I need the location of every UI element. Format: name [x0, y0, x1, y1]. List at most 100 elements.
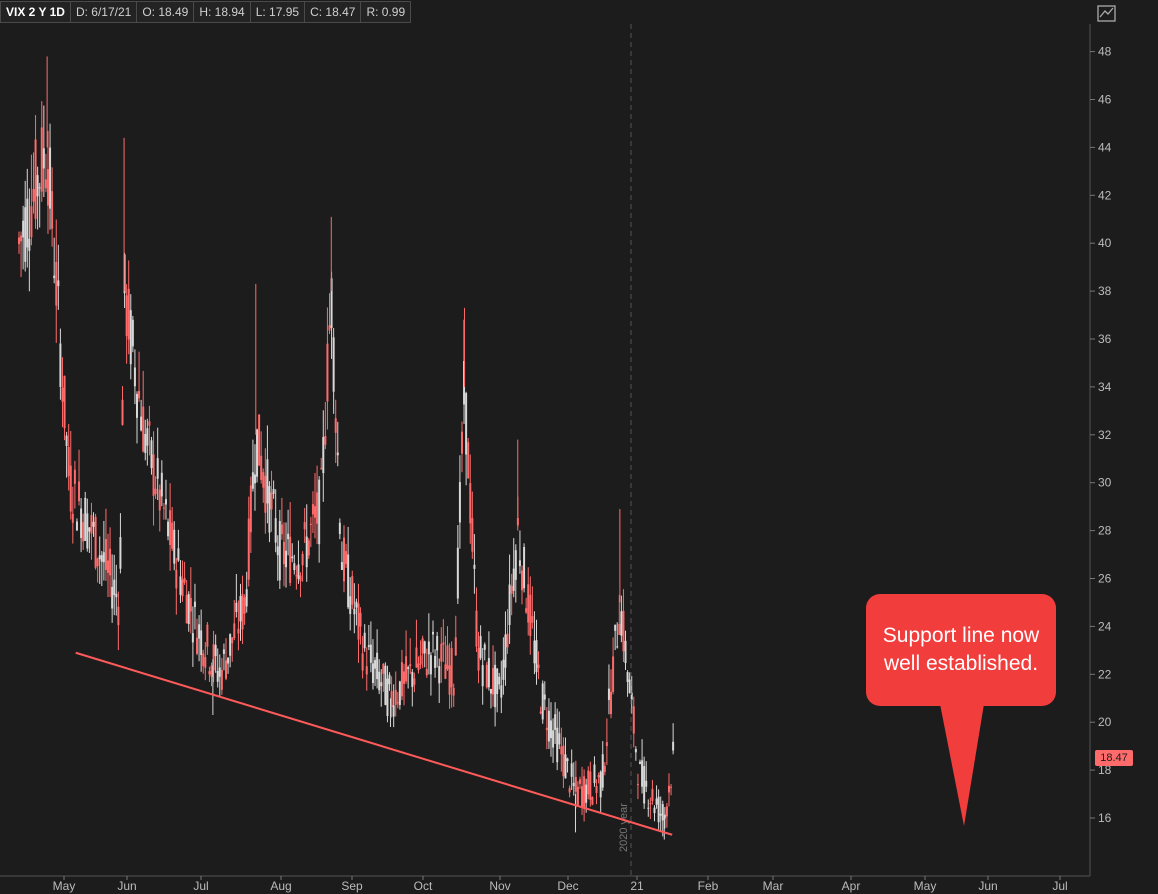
symbol-label[interactable]: VIX 2 Y 1D [0, 1, 71, 23]
candle-body [636, 783, 639, 785]
candle-body [670, 786, 673, 788]
candle-body [320, 467, 323, 469]
candle-body [545, 727, 548, 731]
support-trend-line [75, 651, 673, 836]
candle-body [152, 454, 155, 496]
candle-body [665, 806, 668, 817]
candle-body [448, 665, 451, 695]
candle-body [568, 788, 571, 793]
candle-body [655, 798, 658, 805]
chart-settings-button[interactable] [1095, 2, 1119, 24]
y-tick-label: 40 [1098, 236, 1112, 250]
x-tick-label: May [914, 879, 937, 893]
y-tick-label: 42 [1098, 188, 1112, 202]
candle-body [632, 706, 635, 734]
candle-body [82, 522, 85, 542]
candle-body [626, 672, 629, 682]
candle-body [599, 771, 602, 798]
candle-body [593, 764, 596, 784]
candle-body [316, 492, 319, 524]
candle-body [94, 516, 97, 568]
candle-body [100, 555, 103, 562]
candle-body [264, 475, 267, 513]
candle-body [581, 786, 584, 808]
candle-body [508, 584, 511, 625]
date-readout: D: 6/17/21 [70, 1, 138, 23]
candle-body [268, 486, 271, 533]
candle-body [576, 786, 579, 805]
candle-body [371, 663, 374, 684]
candle-body [229, 634, 232, 656]
candle-body [622, 610, 625, 652]
candle-body [119, 537, 122, 569]
candle-body [651, 788, 654, 801]
candle-body [167, 521, 170, 537]
candle-body [603, 765, 606, 772]
y-tick-label: 22 [1098, 667, 1112, 681]
x-tick-label: Oct [414, 879, 433, 893]
candle-body [556, 727, 559, 763]
candle-body [510, 585, 513, 594]
candle-body [514, 550, 517, 580]
x-tick-label: Feb [698, 879, 719, 893]
candle-body [661, 804, 664, 821]
candle-body [502, 659, 505, 680]
candle-body [272, 488, 275, 494]
candle-body [527, 584, 530, 623]
y-tick-label: 26 [1098, 572, 1112, 586]
last-price-tag: 18.47 [1095, 750, 1133, 766]
candle-body [595, 785, 598, 793]
candle-body [403, 671, 406, 684]
candle-body [262, 472, 265, 488]
candle-body [469, 483, 472, 524]
candle-body [160, 472, 163, 497]
range-readout: R: 0.99 [361, 1, 412, 23]
candle-body [388, 674, 391, 685]
candle-body [357, 603, 360, 640]
candle-body [400, 662, 403, 697]
candle-body [667, 785, 670, 793]
candle-body [75, 521, 78, 531]
candle-body [206, 624, 209, 647]
candle-body [311, 504, 314, 515]
candle-body [471, 518, 474, 552]
candle-body [40, 127, 43, 192]
candle-body [146, 428, 149, 446]
candle-body [20, 235, 23, 242]
candle-body [98, 555, 101, 560]
candle-body [663, 814, 666, 819]
candle-body [384, 665, 387, 705]
candle-body [326, 343, 329, 402]
y-tick-label: 32 [1098, 428, 1112, 442]
candle-body [531, 616, 534, 623]
candle-body [529, 594, 532, 637]
candle-body [359, 612, 362, 627]
candle-body [483, 644, 486, 650]
candle-body [583, 776, 586, 809]
candle-body [71, 513, 74, 523]
x-tick-label: Dec [557, 879, 578, 893]
candle-body [624, 640, 627, 664]
candle-body [301, 553, 304, 566]
candle-body [63, 375, 66, 429]
candle-body [129, 310, 132, 365]
candle-body [506, 633, 509, 648]
x-tick-label: 21 [630, 879, 644, 893]
candle-body [347, 554, 350, 608]
candle-body [446, 645, 449, 670]
candle-body [421, 638, 424, 654]
year-marker-label: 2020 year [618, 803, 630, 852]
candle-body [309, 523, 312, 525]
candle-body [307, 540, 310, 556]
candle-body [487, 658, 490, 688]
candle-body [115, 593, 118, 598]
candle-body [345, 551, 348, 565]
candle-body [287, 533, 290, 540]
y-tick-label: 24 [1098, 619, 1112, 633]
x-tick-label: May [53, 879, 76, 893]
candle-body [351, 576, 354, 605]
candle-body [185, 595, 188, 624]
candle-body [365, 666, 368, 675]
candle-body [274, 518, 277, 543]
candle-body [547, 710, 550, 742]
